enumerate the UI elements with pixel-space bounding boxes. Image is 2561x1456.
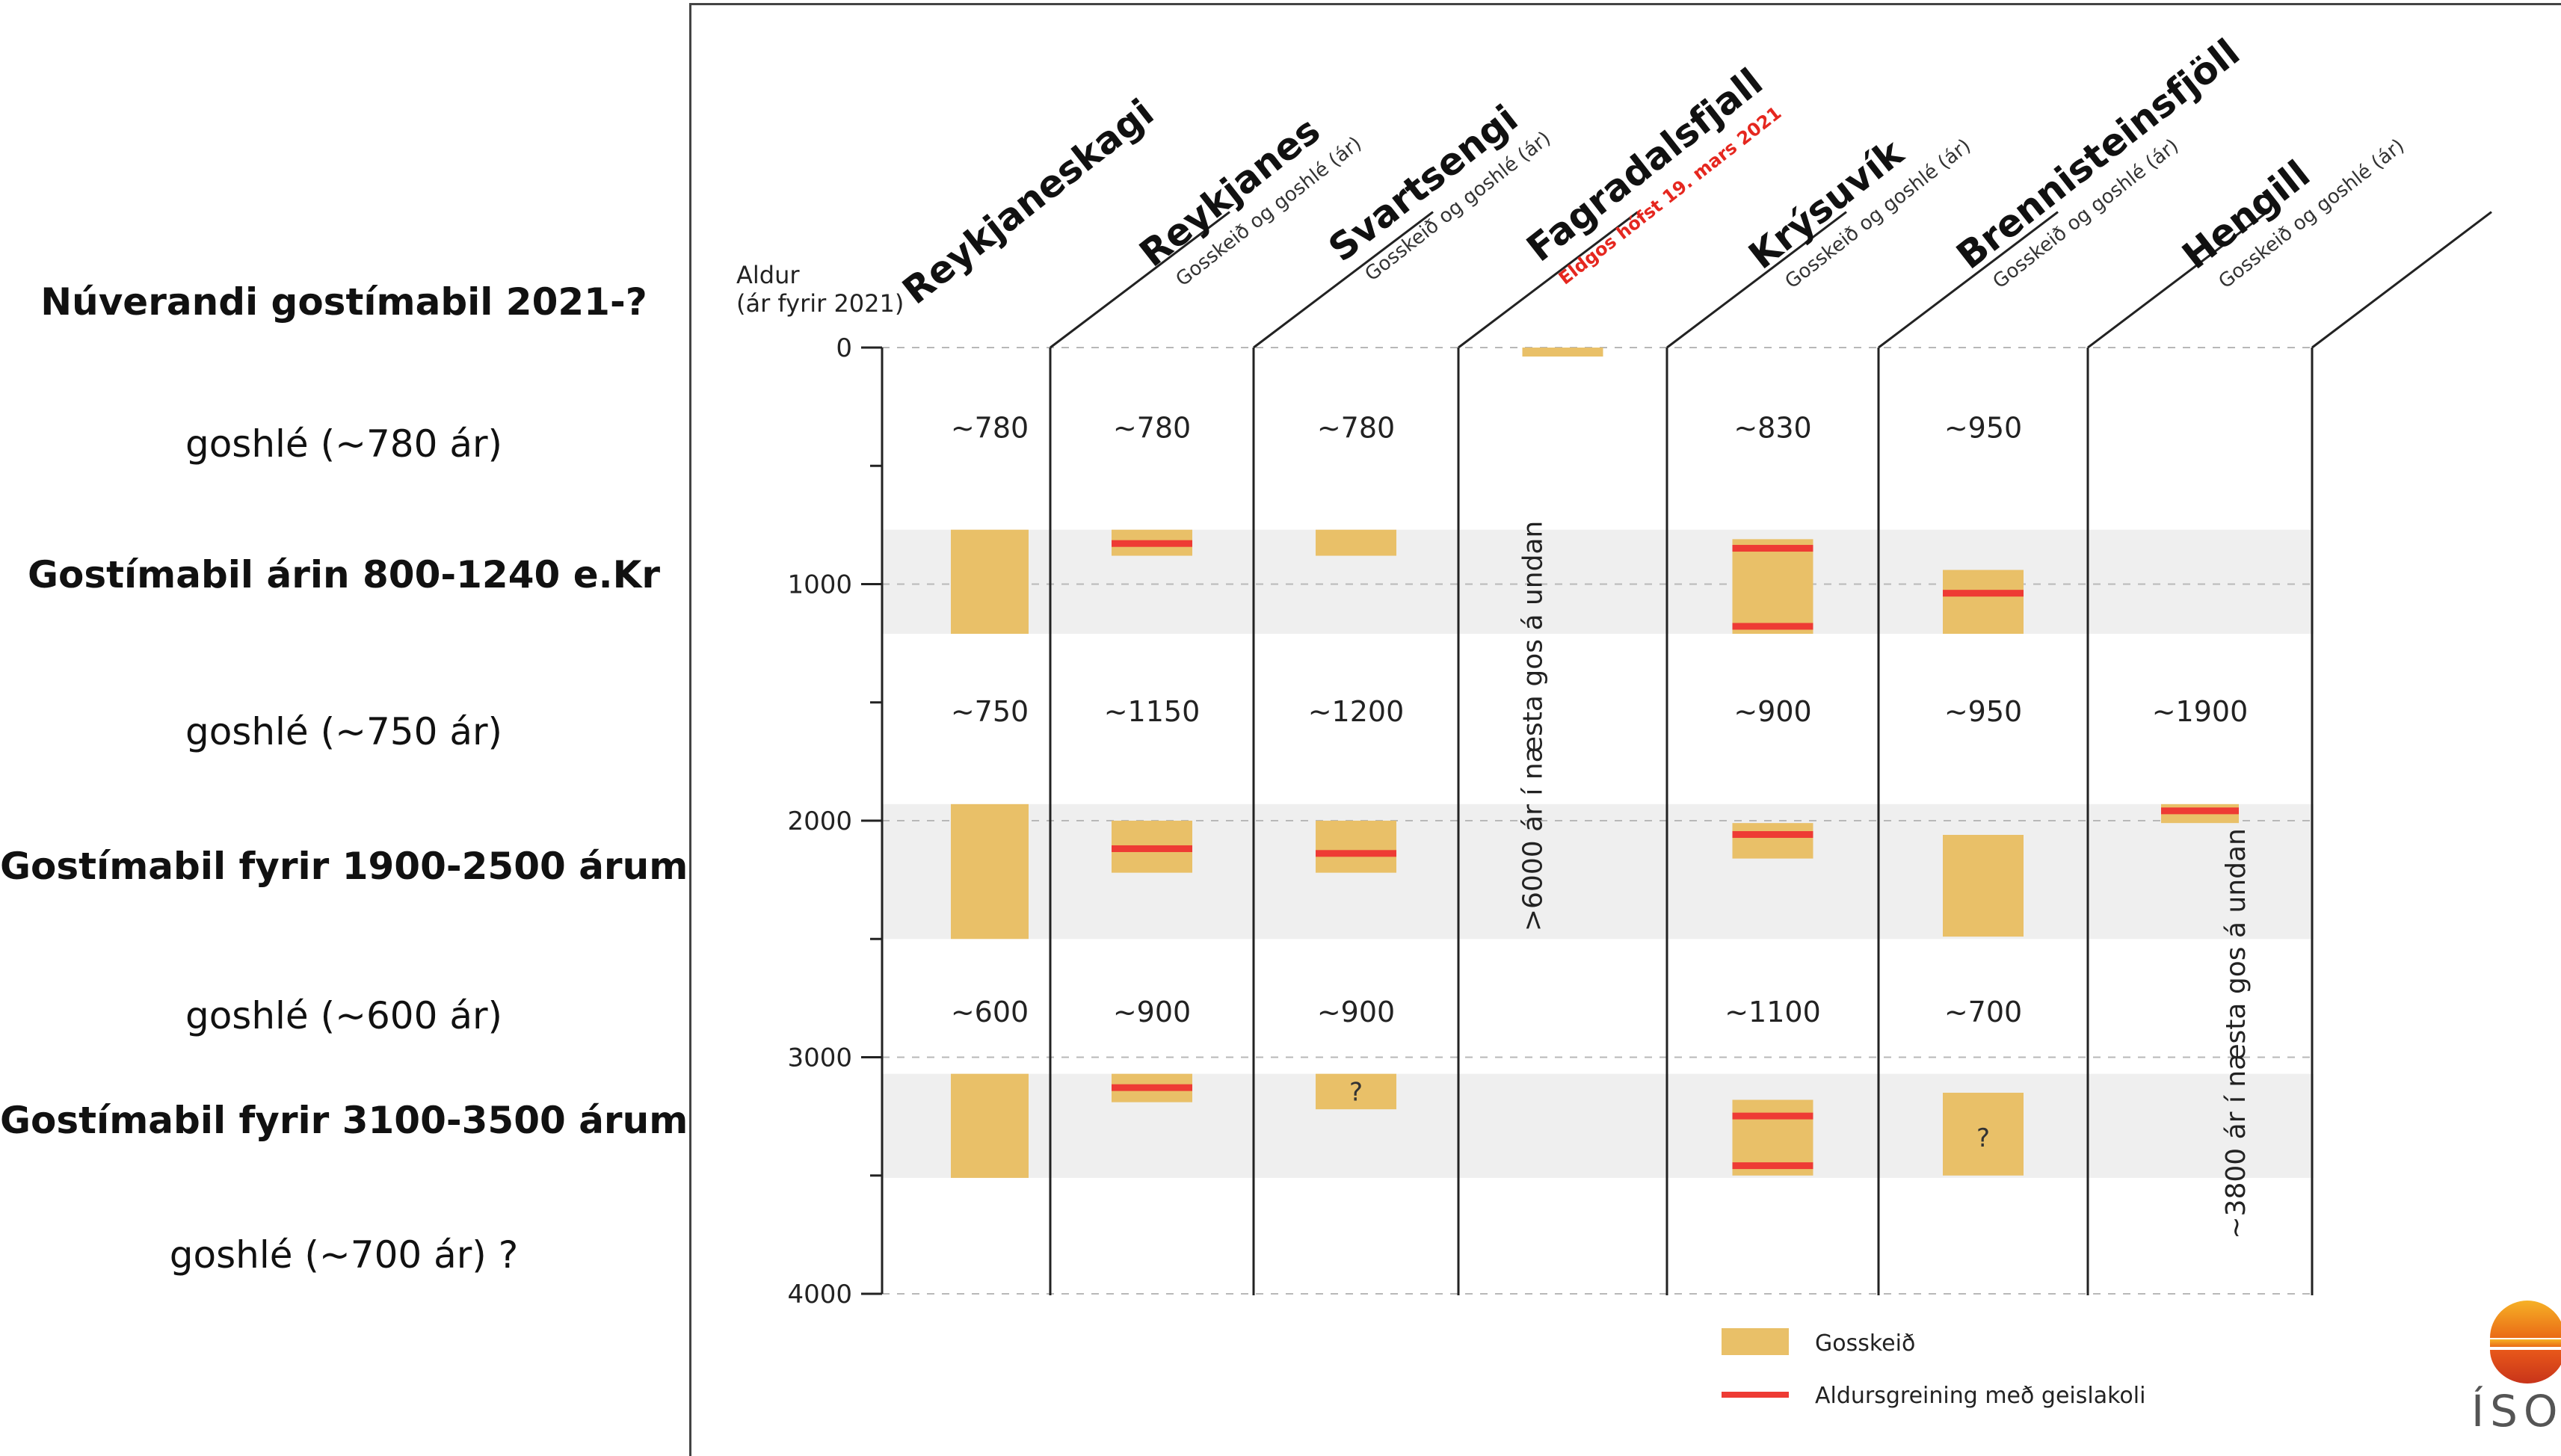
y-tick-label: 1000 (787, 570, 852, 600)
gap-label: ~1100 (1725, 996, 1821, 1028)
radiocarbon-date-mark (1943, 590, 2024, 597)
gap-label: ~950 (1944, 695, 2022, 728)
gap-label: ~600 (951, 996, 1029, 1028)
quiet-period-label: goshlé (~780 ár) (185, 422, 503, 466)
eruption-period-bar (1522, 348, 1603, 357)
eruption-period-label: Gostímabil fyrir 3100-3500 árum (0, 1099, 688, 1142)
column-header-divider (1458, 211, 1639, 349)
gap-label: ~700 (1944, 996, 2022, 1028)
column-note: >6000 ár í næsta gos á undan (1518, 521, 1549, 931)
column-title: Fagradalsfjall (1519, 60, 1771, 270)
quiet-period-label: goshlé (~700 ár) ? (169, 1233, 519, 1277)
radiocarbon-date-mark (2161, 807, 2239, 815)
isor-sun-icon: ÍSOR (2471, 1301, 2561, 1437)
isor-logo: ÍSOR (2449, 1286, 2561, 1437)
gap-label: ~1200 (1308, 695, 1405, 728)
gap-label: ~780 (951, 411, 1029, 444)
quiet-period-label: goshlé (~600 ár) (185, 994, 503, 1037)
gap-label: ~900 (1317, 996, 1395, 1028)
eruption-period-bar (1316, 1073, 1396, 1110)
column-header-divider (2087, 211, 2268, 349)
left-panel: Núverandi gostímabil 2021-? goshlé (~780 … (0, 0, 688, 1456)
period-band (882, 1073, 2314, 1178)
column-header-1: Reykjaneskagi (895, 90, 1162, 312)
eruption-period-label: Núverandi gostímabil 2021-? (40, 280, 647, 324)
y-tick-label: 0 (836, 333, 852, 363)
radiocarbon-date-mark (1732, 1112, 1813, 1120)
eruption-period-bar (1943, 834, 2024, 937)
quiet-period-label: goshlé (~750 ár) (185, 710, 503, 753)
legend-label: Aldursgreining með geislakoli (1815, 1383, 2145, 1409)
gap-label: ~750 (951, 695, 1029, 728)
column-header-divider (1878, 211, 2059, 349)
eruption-period-bar (1943, 1092, 2024, 1176)
isor-logo-text: ÍSOR (2471, 1385, 2561, 1435)
y-tick-label: 3000 (787, 1043, 852, 1073)
radiocarbon-date-mark (1316, 850, 1396, 857)
column-note: ~3800 ár í næsta gos á undan (2221, 828, 2252, 1238)
eruption-period-bar (1943, 570, 2024, 634)
eruption-period-label: Gostímabil fyrir 1900-2500 árum (0, 845, 688, 888)
eruption-period-bar (1732, 823, 1813, 859)
eruption-period-bar (1316, 821, 1396, 873)
radiocarbon-date-mark (1732, 830, 1813, 838)
legend-swatch-dating (1722, 1392, 1789, 1398)
gap-label: ~1150 (1104, 695, 1201, 728)
column-header-divider (1253, 211, 1434, 349)
radiocarbon-date-mark (1112, 540, 1192, 547)
gap-label: ~830 (1733, 411, 1811, 444)
gap-label: ~950 (1944, 411, 2022, 444)
y-axis-label-unit: (ár fyrir 2021) (736, 289, 904, 318)
y-tick-label: 2000 (787, 806, 852, 836)
legend-label: Gosskeið (1815, 1330, 1915, 1357)
eruption-period-label: Gostímabil árin 800-1240 e.Kr (27, 553, 661, 596)
y-axis-label: Aldur (736, 261, 800, 289)
period-band (882, 803, 2314, 940)
radiocarbon-date-mark (1732, 545, 1813, 552)
column-header-divider (1666, 211, 1847, 349)
gap-label: ~1900 (2152, 695, 2249, 728)
radiocarbon-date-mark (1732, 623, 1813, 630)
column-header-divider (2311, 211, 2492, 349)
gap-label: ~780 (1113, 411, 1191, 444)
question-mark: ? (1976, 1123, 1990, 1153)
radiocarbon-date-mark (1112, 845, 1192, 852)
radiocarbon-date-mark (1732, 1162, 1813, 1170)
radiocarbon-date-mark (1112, 1084, 1192, 1091)
eruption-period-bar (1316, 529, 1396, 556)
eruption-period-bar (951, 803, 1029, 940)
column-header-divider (1050, 211, 1230, 349)
chart-frame: 0 1000 2000 3000 4000 Aldur (ár fyrir 2021) Rey… (689, 3, 2561, 1456)
gap-label: ~900 (1113, 996, 1191, 1028)
gap-label: ~780 (1317, 411, 1395, 444)
eruption-period-bar (951, 1073, 1029, 1178)
period-band (882, 529, 2314, 634)
eruption-period-bar (1732, 539, 1813, 634)
gap-label: ~900 (1733, 695, 1811, 728)
eruption-period-bar (951, 529, 1029, 634)
column-title: Reykjaneskagi (895, 90, 1162, 312)
legend-swatch-eruption (1722, 1328, 1789, 1355)
y-tick-label: 4000 (787, 1280, 852, 1310)
question-mark: ? (1349, 1077, 1363, 1107)
